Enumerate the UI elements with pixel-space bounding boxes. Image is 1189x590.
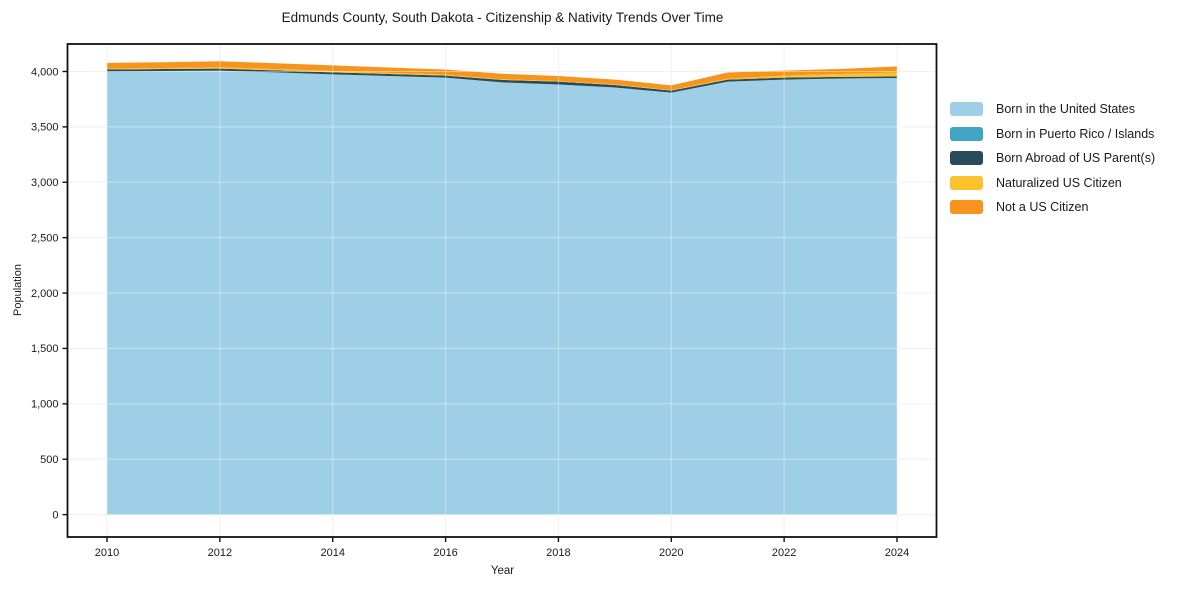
y-tick-label: 2,500 (31, 232, 59, 244)
x-tick-label: 2018 (546, 547, 570, 559)
legend: Born in the United States Born in Puerto … (950, 102, 1155, 214)
legend-swatch-icon (950, 126, 983, 141)
y-tick-label: 4,000 (31, 66, 59, 78)
legend-label: Born in Puerto Rico / Islands (996, 126, 1155, 141)
area-series-2 (107, 68, 897, 93)
y-axis-label: Population (12, 264, 24, 316)
chart-title: Edmunds County, South Dakota - Citizensh… (281, 10, 724, 25)
legend-swatch-icon (950, 175, 983, 190)
x-axis-label: Year (490, 565, 515, 577)
legend-swatch-icon (950, 151, 983, 165)
area-series-0 (107, 70, 897, 515)
legend-label: Not a US Citizen (996, 200, 1089, 214)
area-series-4 (107, 61, 897, 91)
y-tick-label: 0 (52, 509, 58, 521)
x-tick-label: 2024 (885, 547, 909, 559)
y-tick-label: 3,500 (31, 122, 59, 134)
legend-item-1: Born in Puerto Rico / Islands (950, 126, 1155, 141)
legend-label: Naturalized US Citizen (996, 175, 1122, 190)
legend-item-2: Born Abroad of US Parent(s) (950, 151, 1155, 165)
x-tick-label: 2012 (208, 547, 232, 559)
y-tick-label: 3,000 (31, 177, 59, 189)
legend-item-4: Not a US Citizen (950, 200, 1155, 214)
legend-swatch-icon (950, 200, 983, 214)
legend-item-3: Naturalized US Citizen (950, 175, 1155, 190)
legend-item-0: Born in the United States (950, 102, 1155, 116)
y-tick-label: 1,500 (31, 343, 59, 355)
legend-swatch-icon (950, 102, 983, 116)
x-tick-label: 2022 (772, 547, 796, 559)
y-tick-label: 500 (40, 454, 58, 466)
x-tick-label: 2010 (95, 547, 119, 559)
x-tick-label: 2020 (659, 547, 683, 559)
area-series-3 (107, 67, 897, 91)
plot-border (66, 43, 938, 538)
y-tick-label: 1,000 (31, 399, 59, 411)
legend-label: Born in the United States (996, 102, 1135, 116)
x-tick-label: 2016 (433, 547, 457, 559)
x-tick-label: 2014 (320, 547, 344, 559)
legend-label: Born Abroad of US Parent(s) (996, 151, 1156, 165)
y-tick-label: 2,000 (31, 288, 59, 300)
